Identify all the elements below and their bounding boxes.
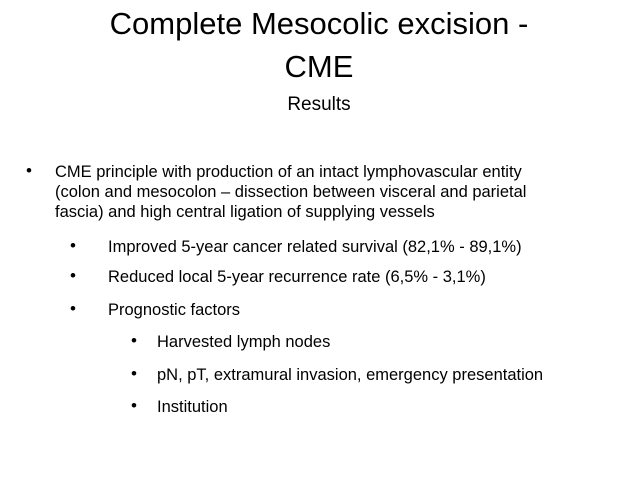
title-line: CME bbox=[284, 49, 354, 84]
bullet-icon: • bbox=[26, 161, 32, 180]
bullet-text: Improved 5-year cancer related survival … bbox=[108, 238, 522, 256]
bullet-icon: • bbox=[131, 331, 137, 350]
bullet-icon: • bbox=[70, 236, 76, 255]
title-line: Complete Mesocolic excision - bbox=[109, 6, 529, 41]
bullet-icon: • bbox=[70, 299, 76, 318]
bullet-icon: • bbox=[131, 364, 137, 383]
bullet-text: Prognostic factors bbox=[108, 301, 241, 319]
bullet-icon: • bbox=[70, 266, 76, 285]
bullet-text: pN, pT, extramural invasion, emergency p… bbox=[157, 366, 544, 384]
bullet-text: CME principle with production of an inta… bbox=[55, 163, 527, 221]
bullet-text: Reduced local 5-year recurrence rate (6,… bbox=[108, 268, 486, 286]
bullet-text: Harvested lymph nodes bbox=[157, 333, 331, 351]
bullet-icon: • bbox=[131, 396, 137, 415]
bullet-text: Institution bbox=[157, 398, 228, 416]
subtitle: Results bbox=[287, 94, 351, 115]
